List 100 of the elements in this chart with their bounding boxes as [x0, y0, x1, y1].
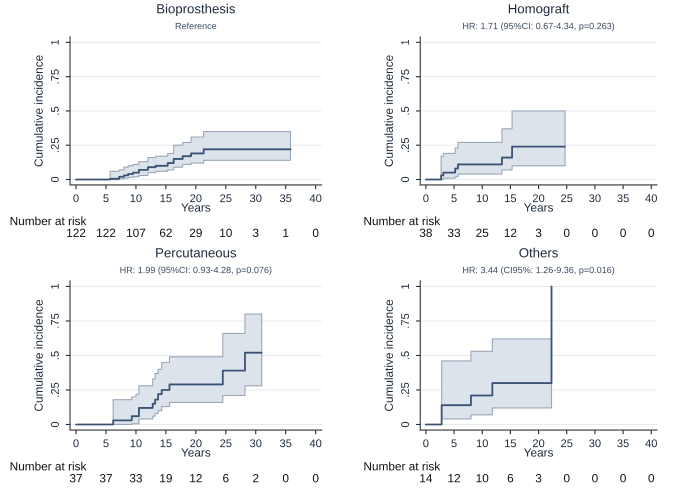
y-tick-label: 1: [401, 40, 409, 45]
text: 122: [97, 228, 116, 237]
text: 1: [283, 228, 288, 237]
x-tick-label: 5: [451, 439, 457, 448]
text: 3: [536, 228, 542, 238]
text: 14: [420, 474, 432, 482]
text: Number at risk: [10, 216, 86, 226]
y-tick-label: .25: [50, 138, 59, 152]
text: 0: [620, 228, 626, 238]
x-tick-label: 40: [645, 194, 657, 202]
y-axis-title: Cumulative incidence: [34, 300, 43, 411]
x-tick-label: 15: [160, 439, 172, 448]
x-tick-label: 20: [190, 439, 202, 448]
y-tick-label: 1: [51, 284, 59, 289]
y-tick-label: .75: [401, 314, 410, 328]
text: Number at risk: [10, 462, 86, 470]
text: 0: [592, 228, 598, 238]
x-tick-label: 5: [451, 194, 457, 202]
text: 10: [476, 474, 488, 482]
text: 0: [312, 474, 318, 482]
x-tick-label: 30: [250, 194, 262, 202]
x-tick-label: 25: [220, 194, 232, 202]
text: 33: [130, 474, 142, 482]
text: 25: [476, 228, 488, 238]
x-tick-label: 20: [190, 194, 202, 202]
y-tick-label: .25: [401, 138, 410, 152]
text: 19: [160, 474, 172, 482]
y-tick-label: .5: [401, 106, 410, 115]
y-tick-label: 0: [401, 422, 410, 428]
text: 0: [564, 474, 570, 482]
y-tick-label: .75: [51, 314, 59, 328]
x-tick-label: 30: [589, 439, 601, 448]
y-tick-label: .5: [51, 351, 59, 360]
text: 0: [282, 474, 289, 482]
chart-subtitle: HR: 1.99 (95%CI: 0.93-4.28, p=0.076): [120, 266, 272, 275]
text: 62: [160, 228, 172, 238]
chart-subtitle: HR: 1.71 (95%CI: 0.67-4.34, p=0.263): [463, 22, 614, 31]
x-tick-label: 35: [280, 194, 292, 202]
x-tick-label: 0: [423, 194, 429, 202]
x-tick-label: 30: [589, 194, 601, 202]
y-axis-title: Cumulative incidence: [34, 55, 43, 166]
text: 0: [648, 228, 654, 238]
text: Number at risk: [364, 462, 440, 470]
text: 33: [448, 228, 460, 238]
text: 10: [220, 228, 232, 238]
x-tick-label: 20: [532, 439, 544, 448]
chart-title: Homograft: [508, 4, 570, 16]
text: 107: [126, 228, 146, 238]
text: 3: [252, 228, 259, 238]
text: 0: [648, 474, 654, 482]
text: 12: [190, 474, 202, 482]
text: 6: [508, 474, 514, 482]
text: 37: [100, 474, 112, 482]
x-tick-label: 25: [561, 194, 572, 202]
y-tick-label: .75: [401, 69, 410, 84]
text: 37: [70, 474, 82, 482]
y-tick-label: .25: [50, 382, 59, 397]
x-tick-label: 35: [617, 194, 629, 202]
x-tick-label: 40: [310, 439, 322, 448]
chart-subtitle: Reference: [176, 22, 216, 30]
x-tick-label: 15: [505, 194, 516, 202]
x-tick-label: 5: [103, 439, 109, 448]
text: 122: [67, 228, 86, 237]
chart-title: Others: [519, 248, 558, 258]
y-tick-label: 1: [51, 40, 59, 45]
text: 6: [223, 474, 229, 482]
x-tick-label: 0: [423, 439, 429, 448]
y-tick-label: .75: [51, 69, 59, 84]
x-tick-label: 0: [73, 194, 79, 202]
text: 2: [253, 474, 258, 482]
text: 12: [504, 228, 516, 237]
x-tick-label: 25: [561, 439, 572, 448]
y-tick-label: 1: [401, 284, 409, 289]
y-tick-label: .25: [401, 382, 410, 397]
x-tick-label: 35: [617, 439, 629, 448]
text: 12: [448, 474, 460, 482]
x-axis-title: Years: [181, 203, 210, 212]
x-tick-label: 5: [103, 194, 109, 202]
y-tick-label: 0: [50, 176, 59, 182]
text: Number at risk: [364, 216, 440, 226]
x-tick-label: 10: [476, 194, 488, 202]
x-tick-label: 15: [160, 194, 172, 202]
text: 3: [536, 474, 542, 482]
y-tick-label: .5: [51, 106, 59, 115]
text: 29: [190, 228, 202, 238]
text: 0: [592, 474, 598, 482]
x-tick-label: 10: [476, 439, 488, 448]
x-axis-title: Years: [181, 448, 210, 457]
x-tick-label: 40: [645, 439, 657, 448]
x-tick-label: 30: [250, 439, 262, 448]
y-axis-title: Cumulative incidence: [384, 300, 393, 411]
x-axis-title: Years: [524, 203, 554, 212]
text: 38: [420, 228, 432, 238]
x-axis-title: Years: [524, 448, 554, 457]
chart-title: Percutaneous: [156, 248, 236, 258]
y-tick-label: 0: [401, 176, 410, 182]
x-tick-label: 15: [505, 439, 516, 448]
chart-title: Bioprosthesis: [157, 4, 235, 16]
x-tick-label: 20: [532, 194, 544, 202]
x-tick-label: 25: [220, 439, 232, 448]
